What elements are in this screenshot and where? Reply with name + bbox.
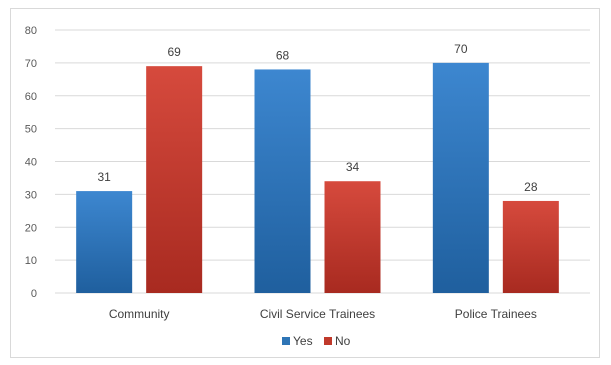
data-label: 34: [346, 160, 360, 174]
y-tick-label: 20: [25, 222, 37, 234]
y-tick-label: 0: [31, 288, 37, 300]
y-tick-label: 80: [25, 25, 37, 37]
x-tick-label: Police Trainees: [455, 307, 537, 321]
bar-yes: [254, 69, 311, 293]
bar-yes: [76, 191, 133, 293]
data-label: 31: [97, 170, 111, 184]
data-label: 70: [454, 42, 468, 56]
y-tick-label: 40: [25, 157, 37, 169]
y-tick-label: 50: [25, 124, 37, 136]
legend-swatch-yes: [282, 337, 290, 345]
y-tick-label: 60: [25, 91, 37, 103]
bar-yes: [432, 62, 489, 293]
bar-no: [502, 200, 559, 293]
legend-swatch-no: [324, 337, 332, 345]
data-label: 28: [524, 180, 538, 194]
bar-no: [146, 66, 203, 293]
x-tick-label: Community: [109, 307, 170, 321]
bar-no: [324, 181, 381, 293]
x-tick-label: Civil Service Trainees: [260, 307, 375, 321]
y-tick-label: 70: [25, 58, 37, 70]
data-label: 69: [167, 45, 181, 59]
legend-label-no: No: [335, 334, 351, 348]
legend-label-yes: Yes: [293, 334, 313, 348]
y-tick-label: 10: [25, 255, 37, 267]
data-label: 68: [276, 48, 290, 62]
y-tick-label: 30: [25, 189, 37, 201]
